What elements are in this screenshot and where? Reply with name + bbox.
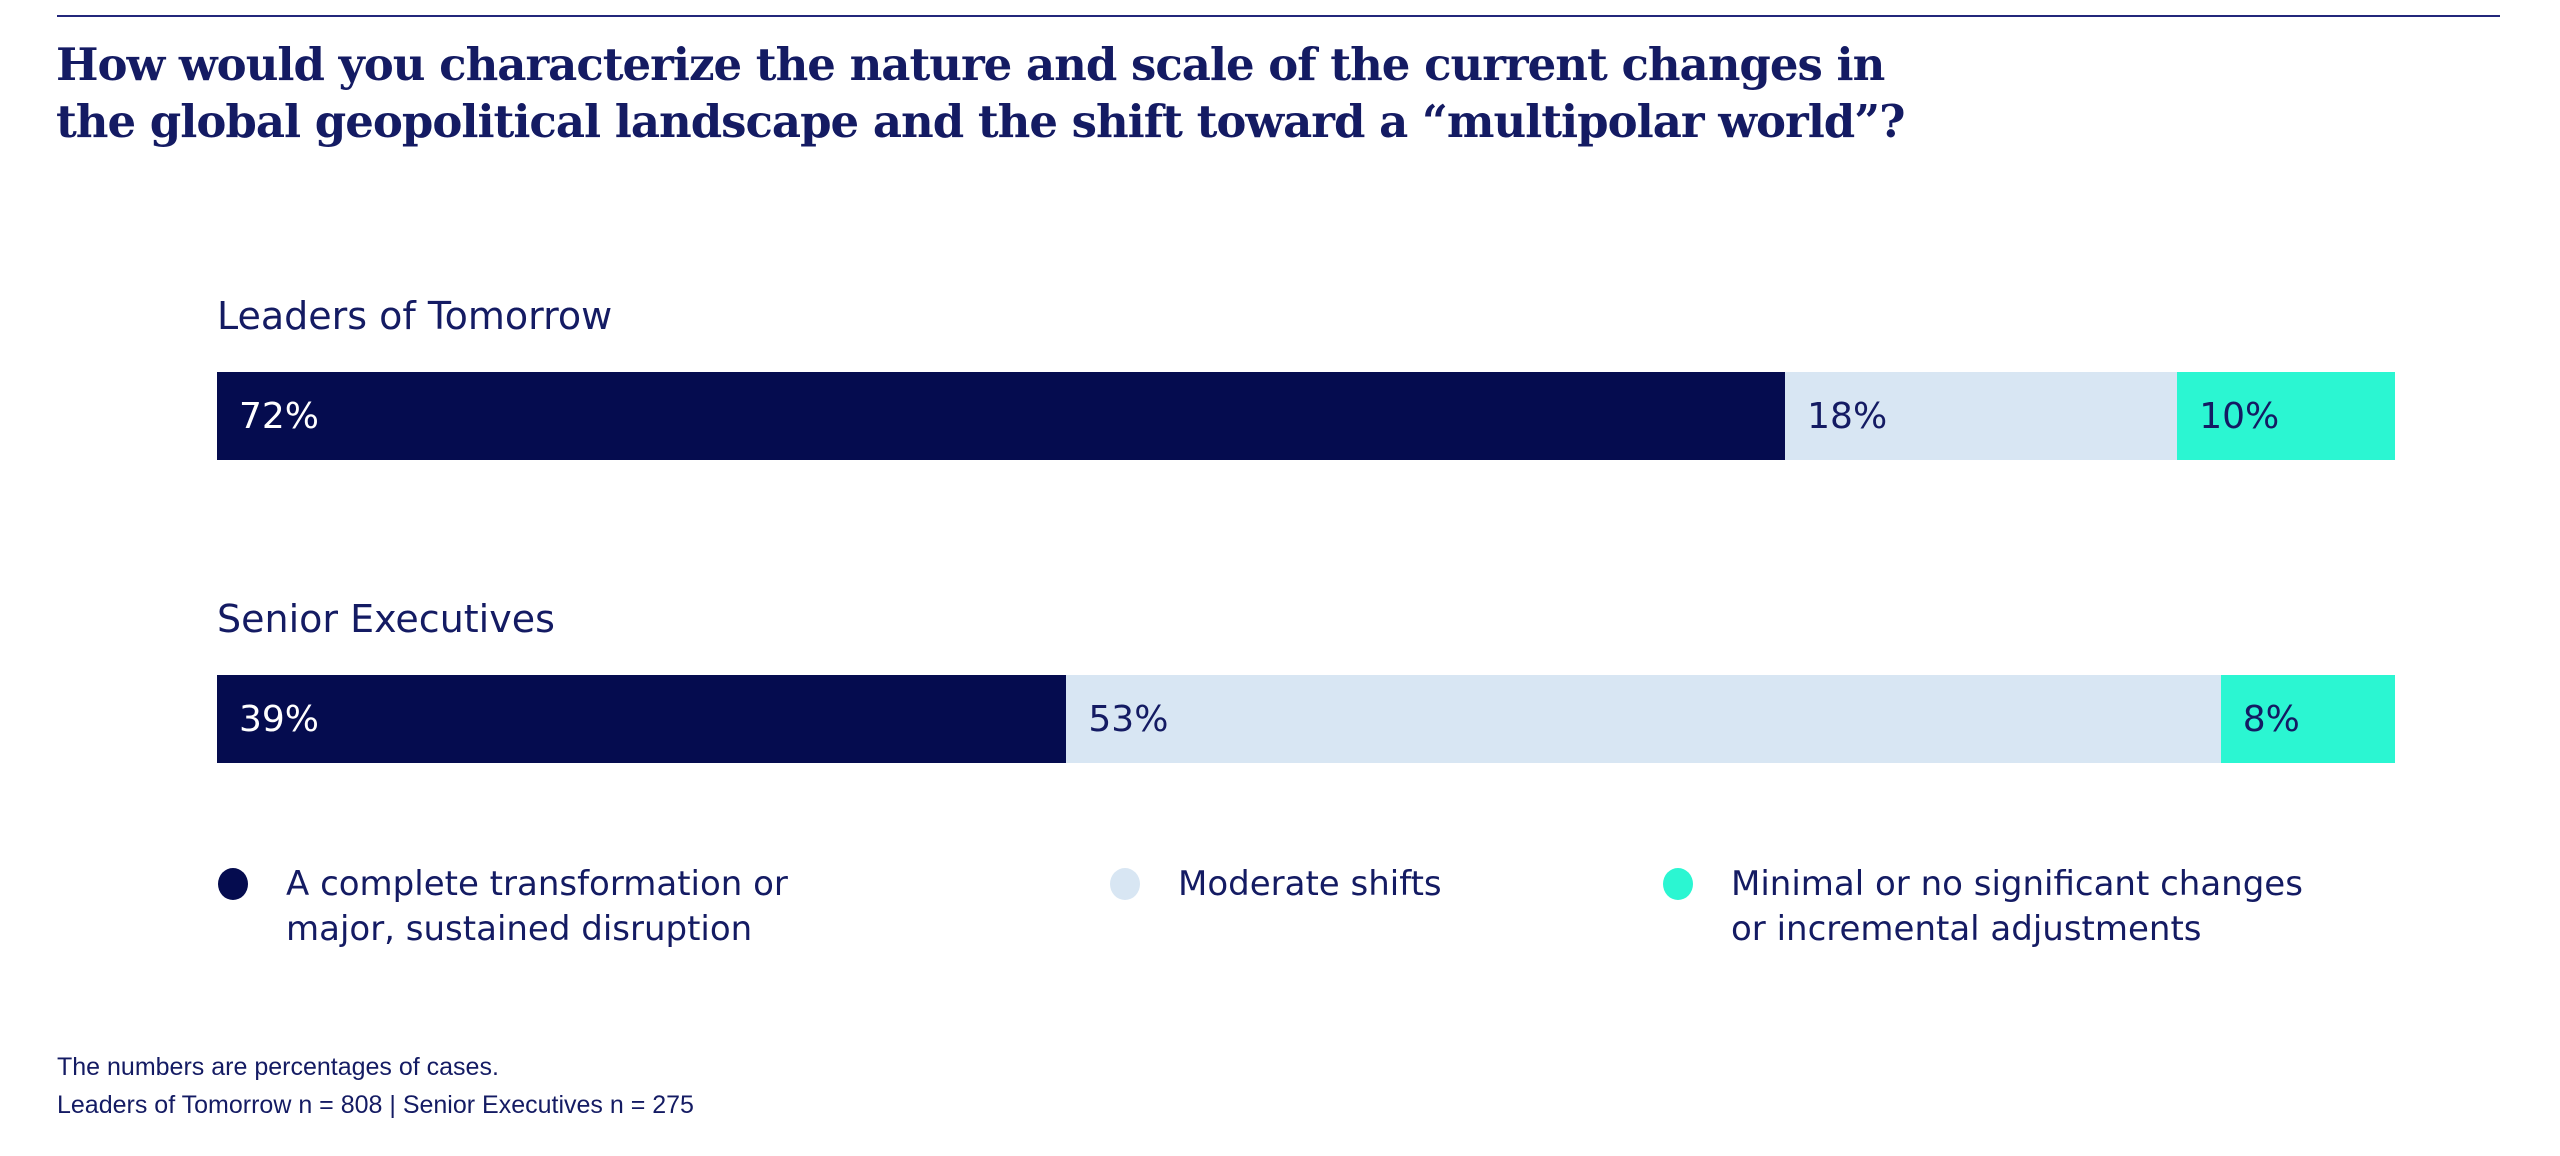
legend-dot-icon (218, 868, 248, 900)
bar-segment-value: 10% (2199, 395, 2280, 437)
bar-segment: 10% (2177, 372, 2395, 460)
bar-segment: 39% (217, 675, 1067, 763)
bar-segment: 72% (217, 372, 1786, 460)
title-line-1: How would you characterize the nature an… (56, 38, 1885, 91)
footnote-line-1: The numbers are percentages of cases. (57, 1053, 499, 1081)
legend-label: A complete transformation or major, susta… (286, 864, 788, 949)
bar-group-label: Senior Executives (217, 597, 555, 641)
bar-segment-value: 8% (2242, 698, 2300, 740)
bar-segment-value: 39% (239, 698, 320, 740)
legend-item: Moderate shifts (1110, 862, 1442, 907)
bar-group: Senior Executives 39% 53% 8% (217, 595, 2395, 763)
footnote-line-2: Leaders of Tomorrow n = 808 | Senior Exe… (57, 1091, 694, 1119)
bar-segment: 18% (1785, 372, 2178, 460)
stacked-bar: 72% 18% 10% (217, 372, 2395, 460)
chart-legend: A complete transformation or major, susta… (217, 862, 2395, 972)
stacked-bar: 39% 53% 8% (217, 675, 2395, 763)
legend-dot-icon (1663, 868, 1693, 900)
bar-group: Leaders of Tomorrow 72% 18% 10% (217, 292, 2395, 460)
legend-label: Moderate shifts (1178, 864, 1442, 904)
bar-segment-value: 53% (1088, 698, 1169, 740)
legend-dot-icon (1110, 868, 1140, 900)
chart-question-title: How would you characterize the nature an… (56, 36, 2356, 150)
bar-group-label: Leaders of Tomorrow (217, 294, 613, 338)
top-divider-rule (57, 15, 2500, 17)
legend-label: Minimal or no significant changes or incr… (1731, 864, 2303, 949)
bar-segment: 8% (2220, 675, 2395, 763)
legend-item: A complete transformation or major, susta… (218, 862, 788, 952)
stacked-bar-chart: Leaders of Tomorrow 72% 18% 10% Senior Execu… (217, 292, 2395, 763)
bar-segment: 53% (1066, 675, 2221, 763)
chart-footnote: The numbers are percentages of cases. Le… (57, 1048, 694, 1124)
bar-segment-value: 18% (1807, 395, 1888, 437)
legend-item: Minimal or no significant changes or incr… (1663, 862, 2303, 952)
title-line-2: the global geopolitical landscape and th… (56, 95, 1906, 148)
bar-segment-value: 72% (239, 395, 320, 437)
